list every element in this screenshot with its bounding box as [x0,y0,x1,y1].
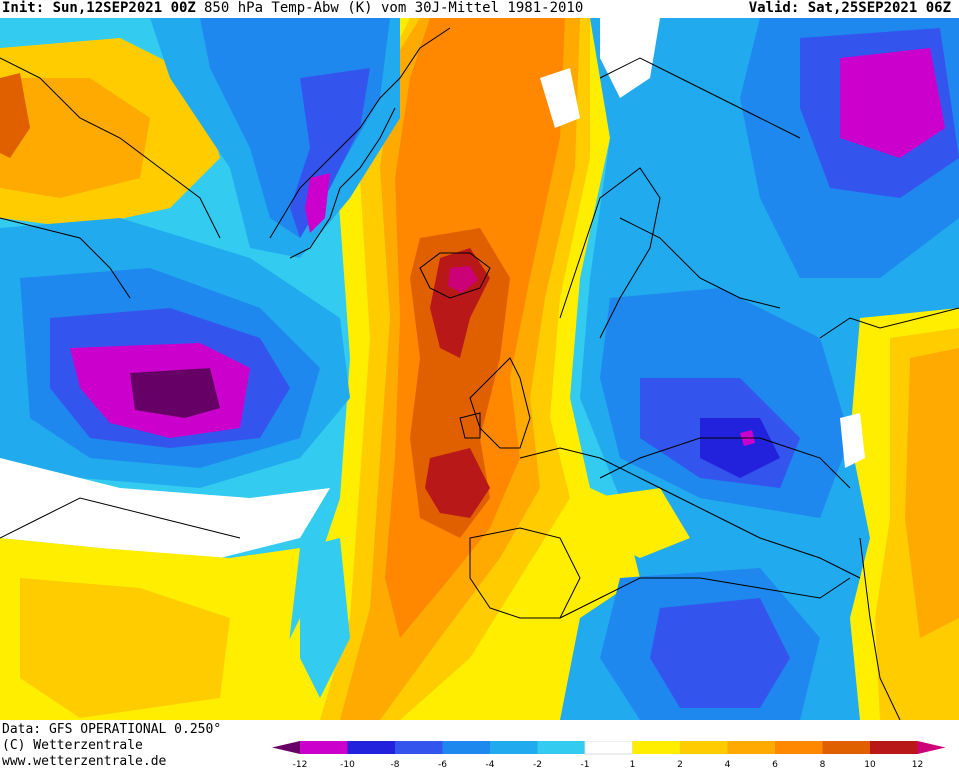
colorbar-swatch [300,741,348,754]
colorbar-ticks: -12 -10 -8 -6 -4 -2 -1 1 2 4 6 8 10 12 [293,760,924,769]
colorbar-swatch [347,741,395,754]
colorbar-tick-label: -12 [293,760,308,769]
colorbar-tick-label: 12 [912,760,923,769]
colorbar-tick-label: 10 [864,760,876,769]
colorbar-end-high [917,741,946,754]
colorbar-tick-label: 8 [820,760,826,769]
cold-anomaly-greenland [150,18,400,258]
colorbar-tick-label: -6 [438,760,447,769]
colorbar-tick-label: -4 [486,760,495,769]
colorbar-legend: -12 -10 -8 -6 -4 -2 -1 1 2 4 6 8 10 12 [272,741,946,769]
colorbar-tick-label: -10 [340,760,355,769]
colorbar-tick-label: 6 [772,760,778,769]
colorbar-end-low [272,741,300,754]
colorbar-swatch [395,741,443,754]
colorbar-tick-label: 1 [630,760,636,769]
colorbar-swatch [775,741,823,754]
near-zero-band [0,458,330,558]
colorbar-swatch [537,741,585,754]
coastlines [0,27,959,720]
data-source-label: Data: GFS OPERATIONAL 0.250° [2,722,222,737]
copyright-label: (C) Wetterzentrale [2,738,143,753]
colorbar-tick-label: -2 [533,760,542,769]
colorbar-swatch [822,741,870,754]
colorbar-swatch [727,741,775,754]
colorbar-tick-label: 4 [725,760,731,769]
map-title: 850 hPa Temp-Abw (K) vom 30J-Mittel 1981… [204,0,584,16]
colorbar-swatch [490,741,538,754]
website-link[interactable]: www.wetterzentrale.de [2,754,167,769]
cold-anomaly-atlantic [0,218,350,488]
warm-anomaly-band [250,18,720,720]
init-time-label: Init: Sun,12SEP2021 00Z [2,0,196,16]
valid-time-label: Valid: Sat,25SEP2021 06Z [748,0,951,16]
colorbar-swatch [680,741,728,754]
colorbar-tick-label: -8 [391,760,400,769]
colorbar-swatch [632,741,680,754]
colorbar-tick-label: -1 [581,760,590,769]
colorbar-swatches [272,741,946,755]
colorbar-swatch [584,741,633,755]
map-header: Init: Sun,12SEP2021 00Z 850 hPa Temp-Abw… [0,0,959,18]
temperature-anomaly-map [0,18,959,720]
warm-anomaly-east [840,308,959,720]
colorbar-tick-label: 2 [677,760,683,769]
colorbar-swatch [870,741,918,754]
colorbar-swatch [442,741,490,754]
